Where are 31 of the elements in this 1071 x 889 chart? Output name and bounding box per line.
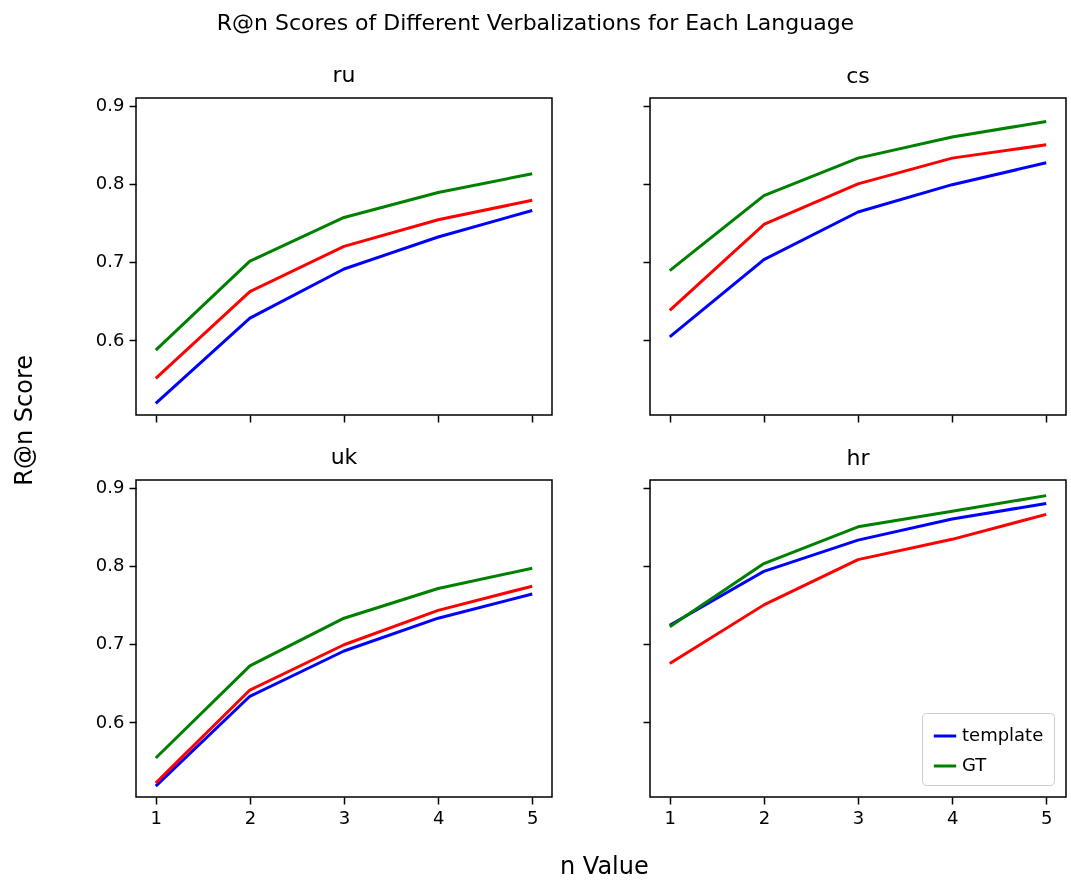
chart-title: uk (330, 443, 358, 469)
y-tick-label: 0.6 (95, 710, 125, 732)
y-tick-label: 0.9 (95, 94, 125, 116)
y-axis-title: R@n Score (10, 355, 38, 486)
y-tick-label: 0.9 (95, 476, 125, 498)
line-series (154, 198, 534, 380)
x-axis-title: n Value (560, 852, 649, 880)
y-tick-label: 0.8 (95, 172, 125, 194)
y-tick-label: 0.8 (95, 554, 125, 576)
chart-title: cs (846, 63, 870, 88)
x-tick-label: 2 (758, 806, 771, 828)
line-series (154, 172, 534, 352)
y-tick-label: 0.6 (95, 328, 125, 350)
text: R@n Scores of Different Verbalizations for Each Language (215, 10, 856, 35)
chart-title: ru (332, 61, 356, 87)
x-tick-label: 2 (244, 806, 257, 828)
x-tick-label: 3 (338, 806, 351, 828)
chart-title: hr (846, 445, 871, 470)
legend-label: GT (962, 754, 988, 775)
x-tick-label: 3 (852, 806, 865, 828)
x-tick-label: 1 (664, 806, 676, 828)
line-series (154, 208, 534, 405)
x-tick-label: 4 (432, 806, 445, 828)
x-tick-label: 5 (527, 806, 539, 828)
x-tick-label: 5 (1041, 806, 1053, 828)
line-series (154, 566, 534, 760)
y-tick-label: 0.7 (95, 250, 125, 272)
x-tick-label: 1 (150, 806, 162, 828)
legend-label: template (962, 724, 1044, 745)
y-tick-label: 0.7 (95, 632, 125, 654)
x-tick-label: 4 (946, 806, 959, 828)
